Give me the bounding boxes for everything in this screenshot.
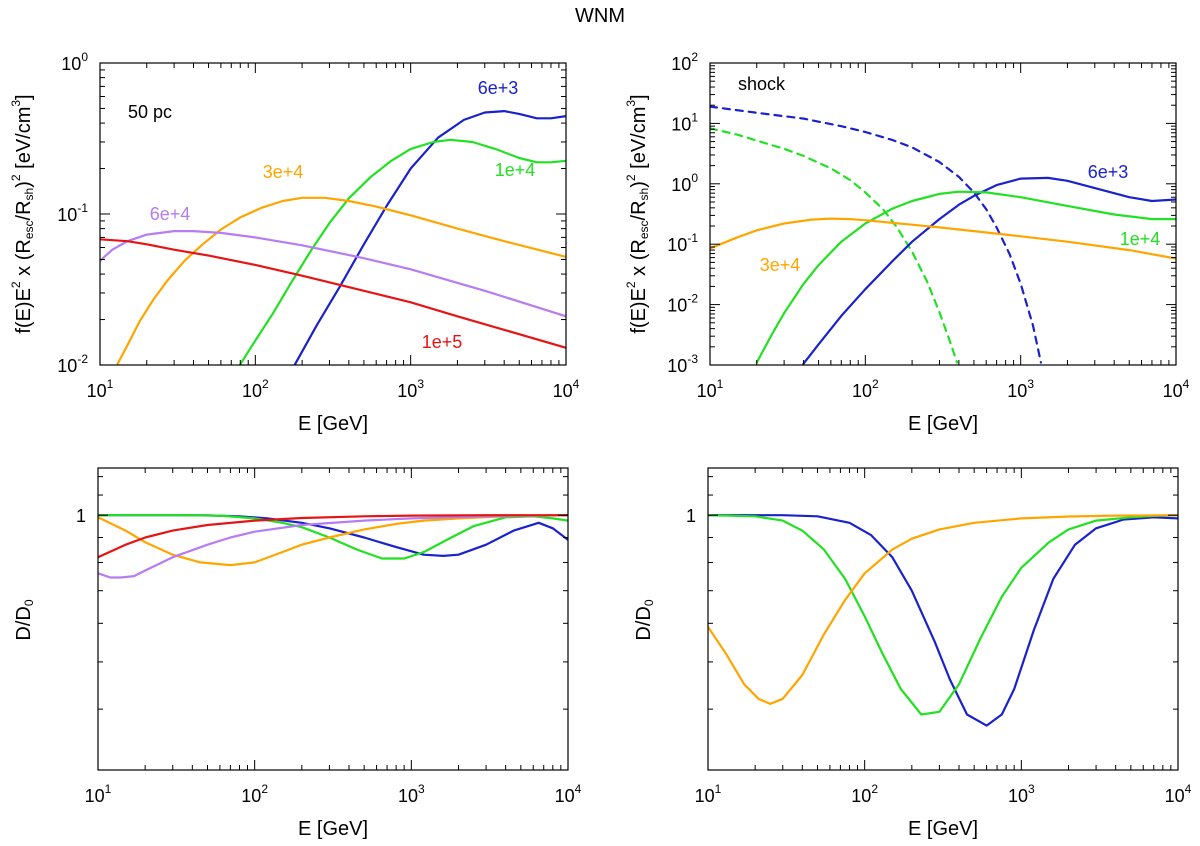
x-tick-label: 103 [397,377,424,401]
series-line-1e-5 [100,238,566,349]
y-tick-label: 1 [76,506,86,526]
series-line-green-dashed [710,127,959,364]
panel-top-left: 101 102 103 104 10-2 10-1 100 E [GeV] f(E)E2 x (… [9,50,580,435]
plot-frame [707,467,1179,771]
y-tick-label: 100 [61,50,88,74]
x-tick-label: 103 [1007,377,1034,401]
x-tick-label: 102 [851,782,878,806]
series-line-3e-4 [708,514,1178,705]
series-line-blue-dashed [710,105,1042,364]
curve-label: 1e+4 [495,160,536,180]
series-line-1e-4 [708,514,1178,716]
y-tick-label: 10-2 [667,292,698,316]
x-tick-label: 102 [852,377,879,401]
series-line-1e-4 [755,190,1176,364]
curve-label: 6e+3 [1088,162,1129,182]
curve-label: 3e+4 [760,255,801,275]
panel-bottom-right: 101 102 103 104 1 E [GeV] D/D0 [633,467,1192,840]
plot-frame [97,467,569,771]
series-line-3e-4 [116,196,566,365]
y-axis-label: D/D0 [633,599,656,640]
y-tick-label: 1 [686,506,696,526]
x-tick-label: 102 [241,782,268,806]
y-axis-label: f(E)E2 x (Resc/Rsh)2 [eV/cm3] [624,94,651,333]
series-line-6e-4 [100,230,566,318]
series-line-3e-4 [98,514,568,567]
x-tick-label: 103 [1008,782,1035,806]
plot-frame [709,62,1177,366]
plot-area [710,105,1176,365]
series-line-3e-4 [710,217,1176,260]
x-tick-label: 102 [242,377,269,401]
x-axis-label: E [GeV] [298,818,368,840]
x-tick-label: 101 [695,782,722,806]
x-axis-label: E [GeV] [298,413,368,435]
panel-annotation: shock [738,74,786,94]
panel-top-right: 101 102 103 104 10-3 10-2 10-1 100 101 102 E [GeV]… [624,50,1190,435]
x-tick-label: 104 [555,782,582,806]
series-line-1e-4 [239,138,566,365]
y-tick-label: 10-1 [57,201,88,225]
x-tick-label: 101 [85,782,112,806]
series-line-6e-3 [293,110,566,365]
y-tick-label: 10-2 [57,352,88,376]
panel-bottom-left: 101 102 103 104 1 E [GeV] D/D0 [13,467,582,840]
x-tick-label: 101 [87,377,114,401]
x-tick-label: 104 [1163,377,1190,401]
x-tick-label: 101 [697,377,724,401]
y-tick-label: 102 [671,50,698,74]
series-line-6e-3 [708,514,1178,727]
y-tick-label: 100 [671,171,698,195]
y-tick-label: 10-1 [667,231,698,255]
series-line-6e-4 [98,514,568,579]
curve-label: 6e+3 [478,78,519,98]
plot-area [100,110,566,365]
curve-label: 6e+4 [150,204,191,224]
curve-label: 1e+4 [1120,229,1161,249]
x-tick-label: 104 [553,377,580,401]
series-line-1e-5 [98,514,568,559]
curve-label: 1e+5 [422,332,463,352]
x-tick-label: 103 [398,782,425,806]
series-line-6e-3 [802,176,1176,365]
y-axis-label: f(E)E2 x (Resc/Rsh)2 [eV/cm3] [9,94,36,333]
x-axis-label: E [GeV] [908,413,978,435]
figure-title: WNM [575,5,625,27]
curve-label: 3e+4 [263,162,304,182]
x-tick-label: 104 [1165,782,1192,806]
x-axis-label: E [GeV] [908,818,978,840]
plot-area [708,514,1178,727]
y-axis-label: D/D0 [13,599,36,640]
plot-area [98,514,568,579]
y-tick-label: 101 [671,110,698,134]
panel-annotation: 50 pc [128,102,172,122]
y-tick-label: 10-3 [667,352,698,376]
